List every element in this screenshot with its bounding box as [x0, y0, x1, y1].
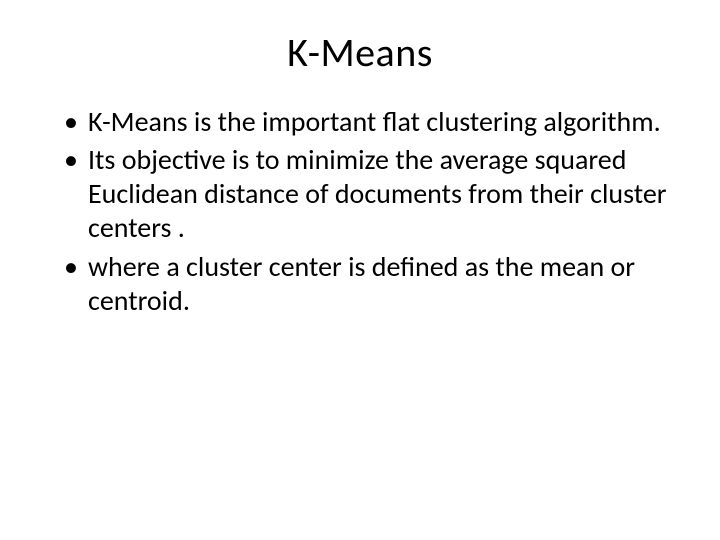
- slide-container: K-Means K-Means is the important flat cl…: [0, 0, 720, 540]
- list-item: K-Means is the important flat clustering…: [60, 105, 672, 139]
- bullet-list: K-Means is the important flat clustering…: [48, 105, 672, 318]
- list-item: Its objective is to minimize the average…: [60, 143, 672, 245]
- slide-title: K-Means: [48, 28, 672, 77]
- list-item: where a cluster center is defined as the…: [60, 250, 672, 318]
